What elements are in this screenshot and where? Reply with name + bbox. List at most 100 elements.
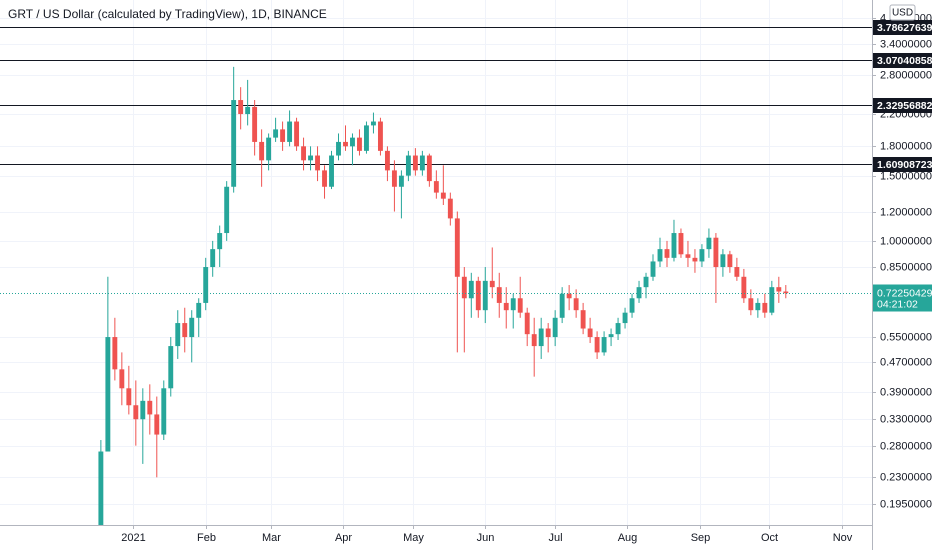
candle-body [461, 276, 467, 299]
candle-body [629, 298, 635, 313]
x-tick-label: 2021 [121, 532, 145, 544]
candle-body [538, 328, 544, 347]
candle-body [308, 155, 313, 161]
candle-body [357, 137, 362, 151]
x-tick-label: Oct [761, 532, 778, 544]
candle-body [776, 287, 782, 292]
time-axis-panel [0, 525, 872, 550]
candle-body [552, 317, 558, 338]
candle-body [377, 121, 383, 151]
candle-body [294, 121, 300, 147]
candle-body [706, 237, 712, 250]
last-price-label: 0.72250429 [877, 287, 932, 299]
candle-body [524, 312, 530, 335]
candle-body [405, 155, 411, 176]
candle-body [699, 249, 705, 262]
x-tick-label: Apr [335, 532, 352, 544]
candle-body [531, 334, 537, 347]
unit-label[interactable]: USD [892, 8, 913, 19]
candle-body [664, 249, 670, 258]
candle-body [384, 150, 390, 171]
candle-body [510, 298, 516, 311]
candle-body [231, 100, 237, 187]
candle-body [322, 170, 327, 187]
candle-body [189, 317, 195, 338]
candle-body [447, 198, 453, 219]
candle-body [650, 261, 656, 277]
candle-body [580, 310, 586, 329]
grid [0, 0, 872, 525]
y-tick-label: 3.40000000 [880, 38, 932, 50]
candle-body [147, 400, 153, 415]
candle-body [98, 451, 104, 525]
candle-body [196, 302, 202, 318]
candle-body [454, 218, 460, 277]
candle-body [140, 400, 146, 420]
candle-body [287, 121, 293, 142]
x-tick-label: Jun [477, 532, 495, 544]
x-tick-label: Aug [618, 532, 638, 544]
candle-body [203, 267, 209, 303]
candle-body [769, 287, 775, 313]
candle-body [713, 237, 719, 268]
candle-body [720, 254, 726, 268]
candle-body [741, 276, 747, 299]
candle-body [566, 293, 572, 299]
chart-title: GRT / US Dollar (calculated by TradingVi… [8, 7, 327, 21]
candle-body [259, 141, 265, 161]
candle-body [182, 323, 188, 338]
price-tag [873, 157, 932, 172]
candle-body [364, 125, 369, 151]
candle-body [266, 137, 272, 161]
horizontal-lines [0, 27, 872, 165]
candle-body [615, 323, 621, 335]
price-tag [873, 20, 932, 35]
candle-body [161, 388, 167, 435]
candle-body [238, 100, 244, 115]
candle-body [391, 170, 397, 187]
candle-body [692, 257, 698, 262]
candle-body [685, 254, 691, 258]
candle-body [475, 280, 481, 311]
candle-body [545, 328, 551, 338]
candle-body [126, 388, 132, 406]
x-tick-label: Nov [833, 532, 853, 544]
candle-body [217, 233, 223, 250]
unit-badge[interactable] [889, 4, 916, 21]
last-price-tag [873, 284, 932, 312]
candle-body [727, 254, 733, 268]
candle-body [398, 175, 404, 187]
y-tick-label: 1.50000000 [880, 170, 932, 182]
candle-body [594, 337, 600, 353]
candle-body [426, 155, 432, 182]
x-tick-label: May [403, 532, 424, 544]
y-tick-label: 1.80000000 [880, 140, 932, 152]
candle-body [503, 302, 509, 311]
candle-body [280, 129, 286, 142]
candle-body [587, 328, 593, 338]
y-tick-label: 1.20000000 [880, 206, 932, 218]
x-tick-label: Feb [197, 532, 216, 544]
candle-body [133, 405, 139, 420]
price-tag-label: 3.07040858 [877, 55, 932, 67]
candle-body [175, 323, 181, 347]
candle-body [440, 192, 446, 199]
candle-body [636, 287, 642, 299]
candle-body [168, 346, 174, 389]
labels: 4.000000003.400000002.800000002.20000000… [121, 12, 932, 544]
candle-body [622, 312, 628, 324]
candle-body [105, 337, 111, 452]
candle-body [329, 155, 334, 187]
